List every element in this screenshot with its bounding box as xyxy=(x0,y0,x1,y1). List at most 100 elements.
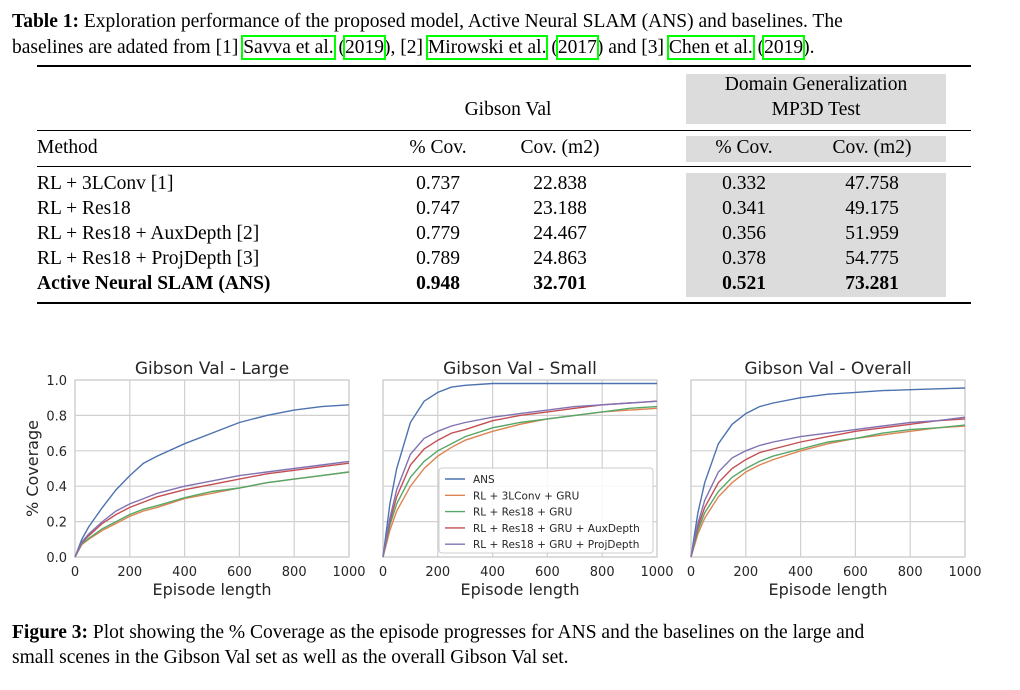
x-axis-label: Episode length xyxy=(769,580,888,599)
gibson-pcov-cell: 0.789 xyxy=(416,248,460,269)
citation-link[interactable]: Savva et al. xyxy=(241,35,336,60)
y-tick-label: 0.8 xyxy=(46,409,67,424)
caption-text: baselines are adated from [1] xyxy=(12,37,244,58)
x-tick-label: 600 xyxy=(535,565,560,580)
y-tick-label: 0.6 xyxy=(46,445,67,460)
method-cell: RL + Res18 xyxy=(37,198,131,219)
group-header-gibson: Gibson Val xyxy=(464,99,552,120)
x-tick-label: 800 xyxy=(590,565,615,580)
x-axis-label: Episode length xyxy=(153,580,272,599)
caption-text: ( xyxy=(752,37,765,58)
x-tick-label: 1000 xyxy=(948,565,981,580)
x-tick-label: 1000 xyxy=(640,565,673,580)
y-tick-label: 0.0 xyxy=(46,551,67,566)
citation-link[interactable]: Chen et al. xyxy=(666,35,755,60)
col-header-gibson-cov: Cov. (m2) xyxy=(520,137,600,158)
caption-text: ), [2] xyxy=(384,37,428,58)
x-tick-label: 400 xyxy=(480,565,505,580)
mp3d-pcov-cell: 0.332 xyxy=(722,173,766,194)
mp3d-cov-cell: 54.775 xyxy=(845,248,899,269)
series-line-3 xyxy=(74,462,350,558)
plot-frame xyxy=(382,379,658,558)
x-tick-label: 200 xyxy=(733,565,758,580)
table-caption-line2: baselines are adated from [1] Savva et a… xyxy=(12,35,815,60)
citation-link[interactable]: Mirowski et al. xyxy=(425,35,549,60)
coverage-figure: 0 200 400 600 800 1000 0.0 0.2 0.4 0.6 0.8 1.0 Gibso… xyxy=(23,359,982,599)
plot-frame xyxy=(690,379,966,558)
citation-link[interactable]: 2017 xyxy=(555,35,599,60)
y-axis-label: % Coverage xyxy=(23,420,42,517)
col-header-mp3d-pcov: % Cov. xyxy=(715,137,773,158)
chart-title: Gibson Val - Overall xyxy=(744,359,911,379)
citation-link[interactable]: 2019 xyxy=(762,35,806,60)
chart-0: 0 200 400 600 800 1000 0.0 0.2 0.4 0.6 0.8 1.0 Gibso… xyxy=(23,359,366,599)
chart-1: 0 200 400 600 800 1000 Gibson Val - Small Episo… xyxy=(379,359,674,599)
mp3d-cov-cell: 73.281 xyxy=(845,273,899,294)
legend xyxy=(438,467,654,554)
caption-text: ) and [3] xyxy=(596,37,669,58)
series-line-4 xyxy=(690,416,966,558)
series-line-1 xyxy=(690,425,966,558)
body-shade xyxy=(686,173,946,297)
legend-entry: RL + Res18 + GRU + ProjDepth xyxy=(473,539,639,551)
chart-title: Gibson Val - Large xyxy=(135,359,289,379)
bottom-rule xyxy=(37,302,971,304)
method-cell: RL + Res18 + ProjDepth [3] xyxy=(37,248,260,269)
mp3d-cov-cell: 47.758 xyxy=(845,173,899,194)
method-cell: RL + Res18 + AuxDepth [2] xyxy=(37,223,260,244)
gibson-cov-cell: 22.838 xyxy=(533,173,587,194)
y-tick-label: 1.0 xyxy=(46,374,67,389)
x-tick-label: 400 xyxy=(788,565,813,580)
x-tick-label: 1000 xyxy=(332,565,365,580)
table-caption-label: Table 1: xyxy=(12,11,80,32)
col-header-shade xyxy=(686,136,946,162)
plot-frame xyxy=(74,379,350,558)
figure-caption-text: Plot showing the % Coverage as the episo… xyxy=(92,622,865,643)
mp3d-pcov-cell: 0.378 xyxy=(722,248,766,269)
chart-2: 0 200 400 600 800 1000 Gibson Val - Overall Epi… xyxy=(687,359,982,599)
col-header-gibson-pcov: % Cov. xyxy=(409,137,467,158)
chart-title: Gibson Val - Small xyxy=(443,359,597,379)
gibson-pcov-cell: 0.737 xyxy=(416,173,460,194)
gibson-pcov-cell: 0.779 xyxy=(416,223,460,244)
legend-entry: ANS xyxy=(473,474,495,486)
x-tick-label: 0 xyxy=(71,565,79,580)
series-line-0 xyxy=(382,382,657,558)
group-header-mp3d: MP3D Test xyxy=(771,99,861,120)
mp3d-pcov-cell: 0.356 xyxy=(722,223,766,244)
figure-caption-line1: Figure 3: Plot showing the % Coverage as… xyxy=(12,621,864,645)
caption-text: ( xyxy=(546,37,558,58)
caption-text: ). xyxy=(803,37,815,58)
method-cell: RL + 3LConv [1] xyxy=(37,173,174,194)
x-tick-label: 800 xyxy=(282,565,307,580)
x-tick-label: 200 xyxy=(425,565,450,580)
gibson-pcov-cell: 0.948 xyxy=(416,273,460,294)
caption-text: ( xyxy=(333,37,346,58)
y-tick-label: 0.4 xyxy=(46,480,67,495)
x-tick-label: 600 xyxy=(843,565,868,580)
series-line-4 xyxy=(382,400,658,558)
gibson-pcov-cell: 0.747 xyxy=(416,198,460,219)
table-caption-text: Exploration performance of the proposed … xyxy=(83,11,843,32)
citation-link[interactable]: 2019 xyxy=(343,35,386,60)
x-tick-label: 200 xyxy=(117,565,142,580)
domain-header-shade xyxy=(686,74,946,124)
legend-entry: RL + Res18 + GRU + AuxDepth xyxy=(473,523,640,535)
mp3d-pcov-cell: 0.521 xyxy=(722,273,766,294)
mp3d-cov-cell: 51.959 xyxy=(845,223,899,244)
series-line-2 xyxy=(690,424,966,558)
gibson-cov-cell: 32.701 xyxy=(533,273,587,294)
x-axis-label: Episode length xyxy=(461,580,580,599)
col-header-method: Method xyxy=(37,137,98,158)
figure-caption-line2: small scenes in the Gibson Val set as we… xyxy=(12,647,569,668)
top-rule xyxy=(37,65,971,67)
group-header-domain: Domain Generalization xyxy=(724,74,908,95)
method-cell: Active Neural SLAM (ANS) xyxy=(37,273,271,294)
figure-caption-label: Figure 3: xyxy=(12,622,89,643)
gibson-cov-cell: 24.467 xyxy=(533,223,587,244)
mid-rule xyxy=(37,130,971,131)
series-line-2 xyxy=(74,471,350,558)
legend-entry: RL + 3LConv + GRU xyxy=(473,490,579,502)
col-header-mp3d-cov: Cov. (m2) xyxy=(832,137,912,158)
y-tick-label: 0.2 xyxy=(46,516,67,531)
